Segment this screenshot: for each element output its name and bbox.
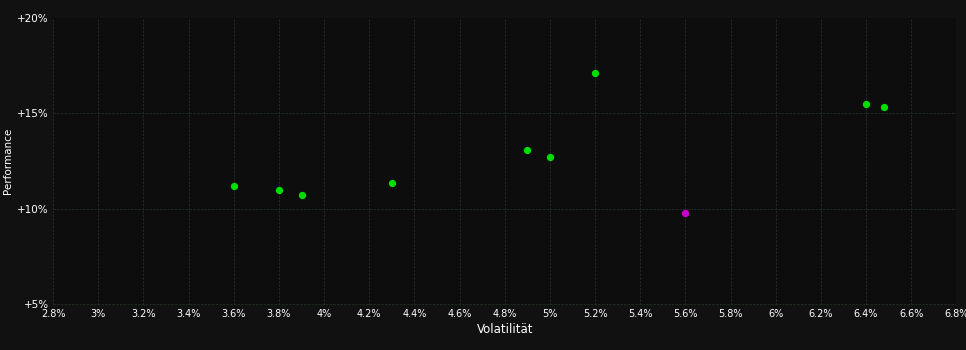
X-axis label: Volatilität: Volatilität [476, 323, 533, 336]
Y-axis label: Performance: Performance [3, 128, 14, 194]
Point [294, 193, 309, 198]
Point [226, 183, 242, 189]
Point [858, 101, 873, 106]
Point [384, 180, 400, 186]
Point [520, 147, 535, 152]
Point [587, 70, 603, 76]
Point [271, 187, 287, 192]
Point [876, 105, 892, 110]
Point [677, 210, 693, 216]
Point [542, 154, 557, 160]
